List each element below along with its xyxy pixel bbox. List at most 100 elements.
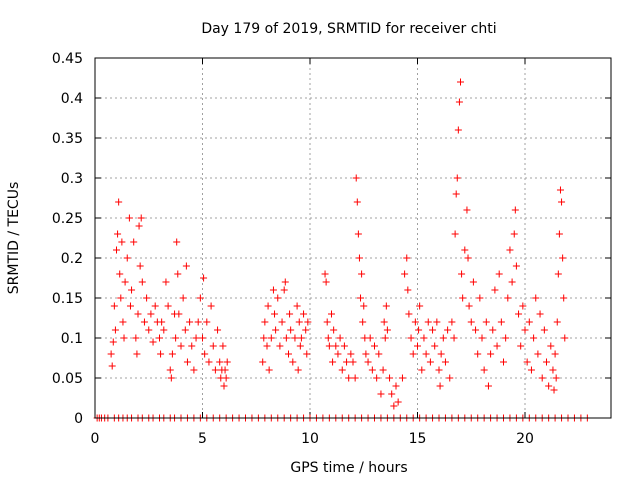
data-point xyxy=(422,350,430,358)
data-point xyxy=(474,350,482,358)
data-point xyxy=(145,326,153,334)
data-point xyxy=(158,318,166,326)
data-point xyxy=(403,254,411,262)
data-point xyxy=(110,302,118,310)
data-point xyxy=(168,350,176,358)
data-point xyxy=(196,294,204,302)
grid xyxy=(95,58,611,418)
data-point xyxy=(300,310,308,318)
data-point xyxy=(123,254,131,262)
data-point xyxy=(366,334,374,342)
data-point xyxy=(130,238,138,246)
data-point xyxy=(285,350,292,358)
data-point xyxy=(205,358,213,366)
data-point xyxy=(181,326,189,334)
data-point xyxy=(160,326,168,334)
data-point xyxy=(355,254,363,262)
data-point xyxy=(407,334,415,342)
data-point xyxy=(174,270,182,278)
data-point xyxy=(521,326,529,334)
data-point xyxy=(416,302,424,310)
data-point xyxy=(446,374,454,382)
data-point xyxy=(116,270,124,278)
data-point xyxy=(450,334,458,342)
data-point xyxy=(330,326,338,334)
data-point xyxy=(549,366,557,374)
x-tick-label: 20 xyxy=(516,431,534,447)
y-tick-label: 0.2 xyxy=(61,251,83,267)
data-point xyxy=(118,238,126,246)
axis-ticks: 0 0.05 0.1 0.15 0.2 0.25 0.3 0.35 0.4 0.45 0 5 10 15 2… xyxy=(52,51,611,447)
data-point xyxy=(109,338,117,346)
data-point xyxy=(128,286,136,294)
data-point xyxy=(371,342,378,350)
data-point xyxy=(561,334,569,342)
data-point xyxy=(272,326,280,334)
data-point xyxy=(114,230,122,238)
data-point xyxy=(222,374,230,382)
data-point xyxy=(133,350,141,358)
data-point xyxy=(364,358,372,366)
data-point xyxy=(390,402,398,410)
data-point xyxy=(172,334,180,342)
data-point xyxy=(414,342,421,350)
data-point xyxy=(519,302,527,310)
data-point xyxy=(182,262,190,270)
data-point xyxy=(380,318,388,326)
data-point xyxy=(214,326,222,334)
data-point xyxy=(286,310,294,318)
data-point xyxy=(556,186,564,194)
data-point xyxy=(177,342,185,350)
data-point xyxy=(117,294,125,302)
data-point xyxy=(280,286,288,294)
data-point xyxy=(511,206,519,214)
data-point xyxy=(304,318,312,326)
data-point xyxy=(506,246,514,254)
data-point xyxy=(459,294,467,302)
y-tick-label: 0 xyxy=(74,411,83,427)
data-point xyxy=(381,334,389,342)
data-point xyxy=(278,318,286,326)
data-point xyxy=(265,366,273,374)
data-point xyxy=(120,334,128,342)
data-point xyxy=(322,278,330,286)
data-point xyxy=(480,366,488,374)
data-point xyxy=(353,198,361,206)
data-point xyxy=(478,334,486,342)
data-point xyxy=(431,342,439,350)
data-point xyxy=(401,270,409,278)
data-point xyxy=(424,318,432,326)
data-point xyxy=(351,374,359,382)
data-point xyxy=(383,326,391,334)
x-tick-label: 0 xyxy=(91,431,100,447)
data-point xyxy=(179,294,187,302)
data-point xyxy=(207,302,215,310)
data-point xyxy=(358,270,366,278)
data-point xyxy=(111,326,119,334)
data-point xyxy=(439,334,447,342)
data-point xyxy=(221,366,229,374)
data-point xyxy=(137,214,145,222)
data-point xyxy=(418,366,426,374)
data-point xyxy=(398,374,406,382)
data-point xyxy=(192,334,200,342)
data-point xyxy=(392,382,400,390)
data-point xyxy=(334,350,342,358)
data-point xyxy=(444,326,452,334)
data-point xyxy=(472,326,480,334)
data-point xyxy=(534,350,542,358)
data-point xyxy=(186,318,194,326)
data-point xyxy=(295,318,303,326)
y-tick-label: 0.05 xyxy=(52,371,83,387)
data-point xyxy=(553,318,561,326)
y-tick-label: 0.1 xyxy=(61,331,83,347)
data-point xyxy=(157,350,165,358)
data-point xyxy=(203,318,211,326)
data-point xyxy=(121,278,129,286)
data-point xyxy=(261,318,269,326)
data-point xyxy=(495,270,503,278)
data-point xyxy=(457,78,464,86)
data-point xyxy=(293,302,301,310)
data-point xyxy=(135,222,143,230)
data-point xyxy=(525,318,533,326)
